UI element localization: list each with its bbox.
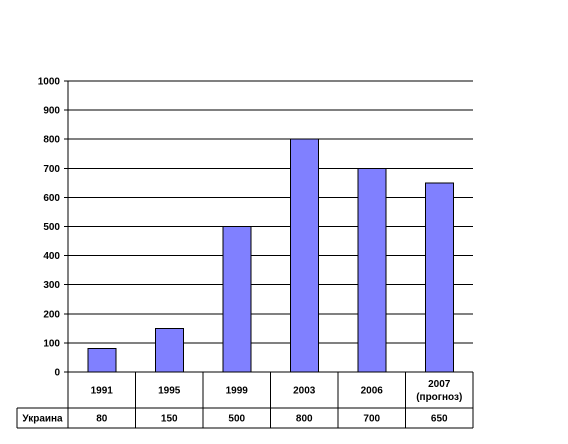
- bar: [357, 167, 387, 373]
- y-tick-label: 400: [43, 251, 60, 262]
- x-tick-label: 2007: [428, 379, 451, 390]
- data-label: 700: [363, 414, 380, 425]
- bar: [424, 182, 454, 373]
- y-tick-label: 0: [54, 368, 60, 379]
- y-tick-label: 200: [43, 309, 60, 320]
- bar: [222, 226, 252, 373]
- y-axis: 0 100 200 300 400 500 600 700 800 900 1000: [38, 77, 69, 379]
- x-tick-label: 1995: [158, 386, 181, 397]
- legend-series-name: Украина: [22, 414, 63, 425]
- x-tick-label: 1991: [91, 386, 114, 397]
- data-label: 150: [161, 414, 178, 425]
- y-tick-label: 500: [43, 222, 60, 233]
- bar: [154, 327, 184, 373]
- bar: [289, 138, 319, 373]
- y-tick-label: 900: [43, 106, 60, 117]
- data-label: 500: [228, 414, 245, 425]
- data-label: 800: [296, 414, 313, 425]
- bar: [87, 348, 117, 373]
- x-tick-label: 2003: [293, 386, 316, 397]
- y-tick-label: 800: [43, 135, 60, 146]
- data-label: 80: [96, 414, 108, 425]
- y-tick-label: 1000: [38, 77, 61, 88]
- y-tick-label: 700: [43, 164, 60, 175]
- y-tick-label: 600: [43, 193, 60, 204]
- x-tick-label: 1999: [226, 386, 249, 397]
- y-tick-label: 100: [43, 338, 60, 349]
- x-tick-label: (прогноз): [416, 392, 462, 403]
- gridlines: [64, 80, 473, 373]
- bars: [87, 138, 454, 373]
- data-table: 1991 1995 1999 2003 2006 2007 (прогноз) Украина…: [16, 371, 474, 429]
- y-tick-label: 300: [43, 280, 60, 291]
- x-tick-label: 2006: [361, 386, 384, 397]
- data-label: 650: [431, 414, 448, 425]
